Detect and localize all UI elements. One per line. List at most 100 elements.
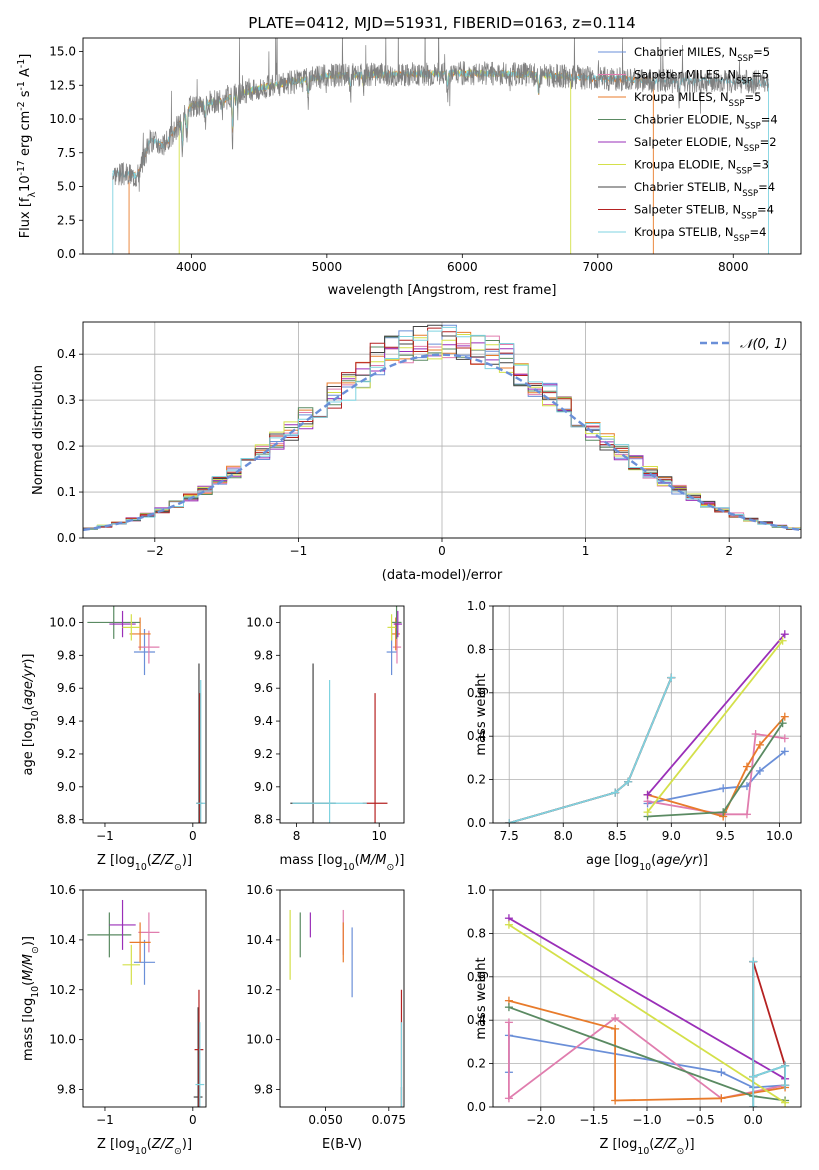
y-tick-label: 0.4 bbox=[467, 729, 486, 743]
x-tick-label: 0 bbox=[438, 544, 446, 558]
label-part: )] bbox=[21, 653, 36, 663]
y-tick-label: 9.8 bbox=[254, 1083, 273, 1097]
y-tick-label: 1.0 bbox=[467, 599, 486, 613]
weight-series-line bbox=[508, 917, 786, 1080]
spectrum-axes: 4000 5000 6000 7000 8000 0.0 2.5 5.0 7.5 10.0 12.5… bbox=[49, 45, 748, 275]
weight-marker bbox=[755, 766, 764, 775]
data-point bbox=[122, 944, 141, 985]
label-part: 10 bbox=[343, 862, 355, 873]
data-point bbox=[122, 614, 141, 641]
legend-label: Chabrier ELODIE, NSSP=4 bbox=[634, 113, 778, 132]
y-tick-label: 10.0 bbox=[246, 1033, 273, 1047]
label-part: ⊙ bbox=[677, 1146, 685, 1157]
x-tick-label: −2 bbox=[146, 544, 164, 558]
y-tick-label: 0.8 bbox=[467, 926, 486, 940]
x-axis-label: wavelength [Angstrom, rest frame] bbox=[328, 283, 557, 298]
y-tick-label: 10.6 bbox=[49, 883, 76, 897]
age_vs_Z-frame bbox=[82, 605, 207, 824]
legend-label-sub: SSP bbox=[734, 234, 750, 244]
weight-marker bbox=[717, 1068, 726, 1077]
data-point bbox=[129, 922, 151, 963]
label-part: s bbox=[18, 90, 33, 101]
label-part: ( bbox=[21, 705, 36, 710]
label-part: )] bbox=[684, 1137, 694, 1152]
y-tick-label: 10.0 bbox=[49, 112, 76, 126]
weight-series-line bbox=[646, 640, 784, 813]
legend-label-text: Kroupa ELODIE, N bbox=[634, 158, 736, 172]
legend-label-text: Salpeter STELIB, N bbox=[634, 203, 741, 217]
chart-title: PLATE=0412, MJD=51931, FIBERID=0163, z=0… bbox=[248, 14, 635, 32]
y-tick-label: 10.6 bbox=[246, 883, 273, 897]
weight-series-line bbox=[508, 677, 673, 823]
weight-marker bbox=[781, 1081, 790, 1090]
y-tick-label: 10.0 bbox=[49, 1033, 76, 1047]
legend-label: Kroupa ELODIE, NSSP=3 bbox=[634, 158, 769, 177]
x-tick-label: 0.0 bbox=[744, 1113, 763, 1127]
label-part: 10 bbox=[30, 710, 41, 722]
y-tick-label: 0.1 bbox=[57, 485, 76, 499]
weight-series-line bbox=[647, 732, 785, 816]
data-point bbox=[387, 614, 396, 641]
weight-marker bbox=[505, 819, 514, 823]
x-tick-label: 0.075 bbox=[372, 1113, 406, 1127]
y-axis-label: mass weight bbox=[474, 673, 489, 755]
y-tick-label: 8.8 bbox=[254, 813, 273, 827]
label-part: 10 bbox=[637, 1146, 649, 1157]
label-part: )] bbox=[21, 936, 36, 946]
y-tick-label: 0.0 bbox=[57, 247, 76, 261]
y-tick-label: 0.0 bbox=[467, 816, 486, 830]
label-part: Z [log bbox=[97, 1137, 135, 1152]
y-tick-label: 10.2 bbox=[246, 983, 273, 997]
data-point bbox=[138, 912, 160, 953]
weight-marker bbox=[667, 673, 676, 682]
label-part: ⊙ bbox=[174, 1146, 182, 1157]
x-tick-label: 0 bbox=[189, 1113, 197, 1127]
legend-label-sub: SSP bbox=[745, 122, 761, 132]
weight-series-line bbox=[647, 750, 786, 805]
x-tick-label: −1 bbox=[96, 829, 114, 843]
data-point bbox=[292, 679, 367, 823]
label-part: M/M bbox=[360, 853, 387, 868]
label-part: )] bbox=[394, 853, 404, 868]
spectrum-frame bbox=[82, 37, 802, 255]
y-tick-label: 9.0 bbox=[254, 780, 273, 794]
x-axis-label: (data-model)/error bbox=[382, 568, 503, 583]
y-tick-label: 0.6 bbox=[467, 686, 486, 700]
spectrum-data-line bbox=[112, 38, 769, 192]
x-tick-label: −1.5 bbox=[579, 1113, 608, 1127]
label-part: Z [log bbox=[599, 1137, 637, 1152]
x-tick-label: 0 bbox=[189, 829, 197, 843]
weight-marker bbox=[717, 1094, 726, 1103]
legend-label: 𝒩(0, 1) bbox=[740, 337, 787, 352]
data-point bbox=[109, 899, 136, 950]
legend-label-text: Kroupa STELIB, N bbox=[634, 225, 734, 239]
y-tick-label: 9.8 bbox=[57, 648, 76, 662]
weight-marker bbox=[611, 1096, 620, 1105]
y-tick-label: 0.6 bbox=[467, 970, 486, 984]
y-tick-label: 0.3 bbox=[57, 393, 76, 407]
label-part: λ bbox=[27, 191, 38, 197]
weight-marker bbox=[504, 1003, 513, 1012]
age_vs_mass-frame bbox=[279, 605, 405, 824]
label-part: Z/Z bbox=[151, 1137, 175, 1152]
weight-marker bbox=[749, 957, 758, 966]
x-tick-label: 10.0 bbox=[766, 829, 793, 843]
y-tick-label: 9.8 bbox=[57, 1083, 76, 1097]
label-part: 10 bbox=[135, 1146, 147, 1157]
weight-marker bbox=[749, 1103, 758, 1107]
x-tick-label: 7000 bbox=[583, 260, 614, 274]
weight-marker bbox=[749, 1072, 758, 1081]
label-part: 10 bbox=[639, 862, 651, 873]
x-tick-label: 9.5 bbox=[716, 829, 735, 843]
label-part: erg cm bbox=[18, 111, 33, 160]
label-part: 10 bbox=[18, 175, 33, 192]
weight_vs_Z-frame bbox=[492, 889, 802, 1108]
legend-label-suffix: =4 bbox=[761, 113, 778, 127]
label-part: -1 bbox=[16, 81, 27, 90]
label-part: -1 bbox=[16, 59, 27, 68]
y-tick-label: 9.4 bbox=[254, 714, 273, 728]
legend-label: Salpeter STELIB, NSSP=4 bbox=[634, 203, 774, 222]
x-tick-label: 9.0 bbox=[662, 829, 681, 843]
weight-series-line bbox=[646, 633, 786, 796]
label-part: 10 bbox=[30, 986, 41, 998]
